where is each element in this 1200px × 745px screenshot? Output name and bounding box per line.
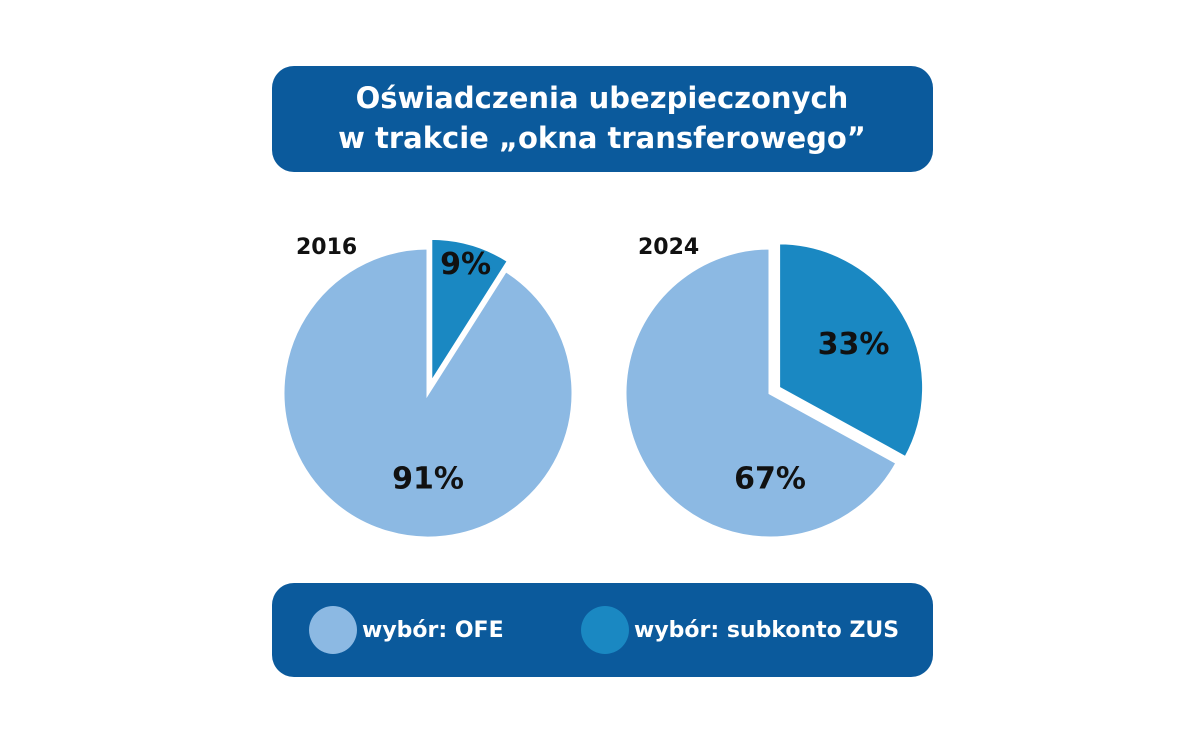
pie-slice <box>281 246 575 540</box>
data-label: 67% <box>734 462 806 497</box>
title-box <box>272 66 933 172</box>
pie-title: 2016 <box>296 235 357 260</box>
data-label: 9% <box>440 247 491 282</box>
legend-swatch <box>581 606 629 654</box>
pie-title: 2024 <box>638 235 699 260</box>
legend-label: wybór: OFE <box>362 618 504 643</box>
pie-slice <box>777 241 926 460</box>
legend-swatch <box>309 606 357 654</box>
data-label: 91% <box>392 462 464 497</box>
chart-title: Oświadczenia ubezpieczonych <box>356 81 849 115</box>
data-label: 33% <box>818 327 890 362</box>
pie-slice <box>429 236 511 389</box>
legend-label: wybór: subkonto ZUS <box>634 618 899 643</box>
chart-title: w trakcie „okna transferowego” <box>338 121 866 155</box>
pie-slice <box>623 246 900 540</box>
